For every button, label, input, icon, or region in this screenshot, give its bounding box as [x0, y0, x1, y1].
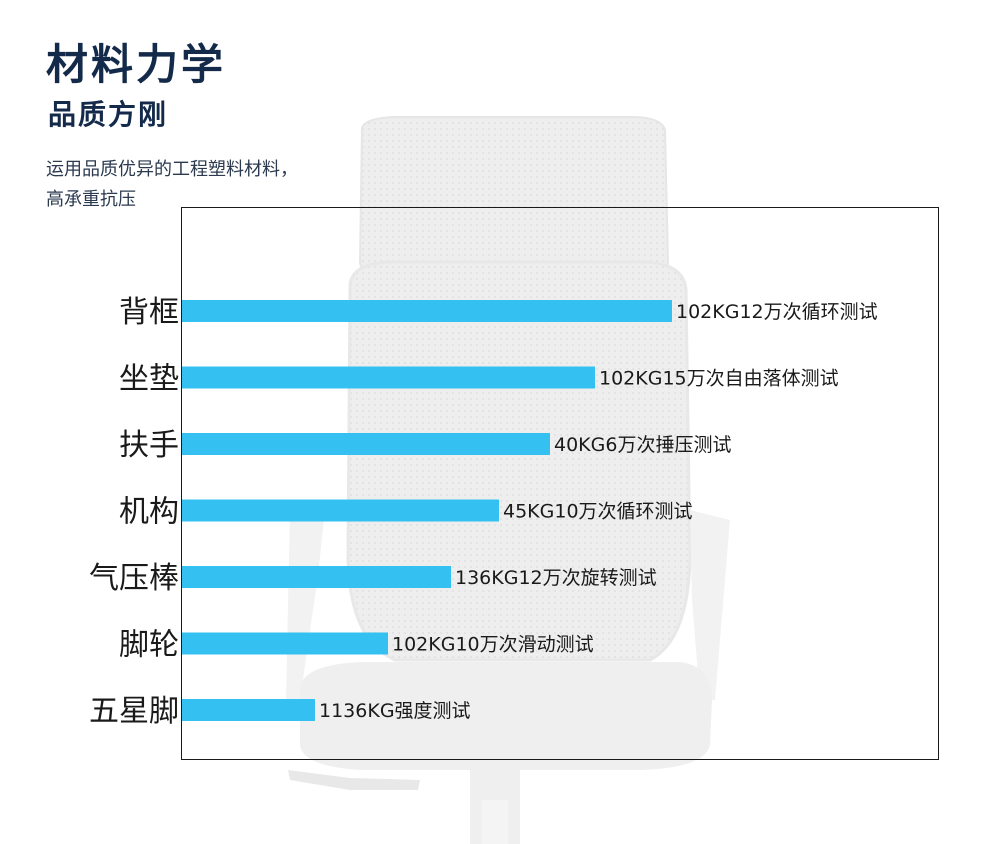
category-label: 气压棒: [89, 561, 179, 596]
data-label: 136KG12万次旋转测试: [455, 567, 657, 589]
bar: [182, 433, 550, 455]
bar: [182, 566, 451, 588]
data-label: 40KG6万次捶压测试: [554, 434, 731, 456]
category-label: 五星脚: [89, 694, 179, 729]
category-label: 扶手: [119, 428, 179, 463]
bar: [182, 366, 595, 389]
data-label: 45KG10万次循环测试: [503, 501, 693, 523]
data-label: 102KG10万次滑动测试: [392, 634, 594, 656]
bar: [182, 699, 315, 721]
data-label: 102KG15万次自由落体测试: [599, 368, 839, 390]
description: 运用品质优异的工程塑料材料， 高承重抗压: [46, 155, 298, 215]
page-subtitle: 品质方刚: [48, 98, 169, 131]
bar: [182, 632, 388, 655]
bar: [182, 499, 499, 522]
category-label: 坐垫: [119, 362, 179, 397]
page-title: 材料力学: [46, 40, 227, 89]
data-label: 102KG12万次循环测试: [676, 301, 878, 323]
data-label: 1136KG强度测试: [319, 700, 471, 722]
chart-frame: [181, 207, 939, 760]
category-label: 背框: [119, 295, 179, 330]
description-line-1: 运用品质优异的工程塑料材料，: [46, 159, 298, 180]
description-line-2: 高承重抗压: [46, 189, 136, 210]
category-label: 机构: [119, 495, 179, 530]
category-label: 脚轮: [119, 628, 179, 663]
bar: [182, 300, 672, 322]
